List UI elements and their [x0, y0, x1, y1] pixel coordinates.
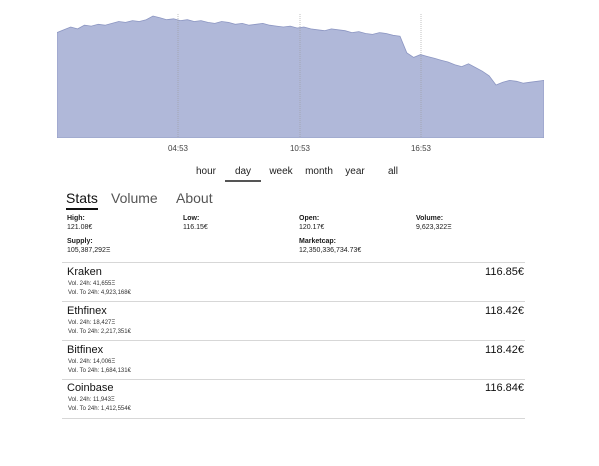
selected-timeframe-indicator	[225, 180, 261, 182]
stat-value: 9,623,322Ξ	[416, 224, 452, 231]
exchange-vol-24h: Vol. 24h: 14,006Ξ	[68, 359, 116, 365]
stat-value: 121.08€	[67, 224, 93, 231]
exchange-price: 116.84€	[485, 382, 524, 394]
timeframe-month[interactable]: month	[305, 166, 333, 177]
stat-label: Volume:	[416, 215, 444, 222]
stat-label: Low:	[183, 215, 200, 222]
stat-marketcap: Marketcap: 12,350,336,734.73€	[299, 237, 361, 255]
stat-high: High: 121.08€	[67, 214, 92, 232]
stat-value: 105,387,292Ξ	[67, 247, 111, 254]
divider	[62, 418, 525, 419]
stat-value: 116.15€	[183, 224, 208, 231]
divider	[62, 379, 525, 380]
exchange-name: Bitfinex	[67, 344, 104, 356]
divider	[62, 340, 525, 341]
stat-supply: Supply: 105,387,292Ξ	[67, 237, 110, 255]
stat-label: High:	[67, 215, 85, 222]
exchange-name: Kraken	[67, 266, 102, 278]
exchange-vol-to-24h: Vol. To 24h: 1,684,131€	[68, 368, 131, 374]
timeframe-day[interactable]: day	[234, 166, 252, 177]
exchange-vol-to-24h: Vol. To 24h: 1,412,554€	[68, 406, 131, 412]
stat-open: Open: 120.17€	[299, 214, 324, 232]
active-tab-indicator	[66, 208, 98, 210]
exchange-price: 116.85€	[485, 266, 524, 278]
stat-low: Low: 116.15€	[183, 214, 208, 232]
tab-stats[interactable]: Stats	[66, 190, 98, 206]
stat-value: 12,350,336,734.73€	[299, 247, 362, 254]
stat-volume: Volume: 9,623,322Ξ	[416, 214, 452, 232]
stat-label: Marketcap:	[299, 238, 336, 245]
divider	[62, 262, 525, 263]
x-tick-label: 04:53	[167, 144, 189, 153]
tab-about[interactable]: About	[176, 190, 213, 206]
exchange-price: 118.42€	[485, 305, 524, 317]
exchange-name: Coinbase	[67, 382, 114, 394]
price-area-chart	[57, 14, 544, 138]
divider	[62, 301, 525, 302]
stat-label: Supply:	[67, 238, 93, 245]
timeframe-selector: hour day week month year all	[189, 166, 419, 182]
exchange-vol-24h: Vol. 24h: 11,943Ξ	[68, 397, 115, 403]
exchange-vol-24h: Vol. 24h: 18,427Ξ	[68, 320, 116, 326]
exchange-vol-to-24h: Vol. To 24h: 2,217,351€	[68, 329, 131, 335]
tab-volume[interactable]: Volume	[111, 190, 158, 206]
price-area	[57, 15, 544, 138]
timeframe-hour[interactable]: hour	[195, 166, 217, 177]
exchange-price: 118.42€	[485, 344, 524, 356]
exchange-name: Ethfinex	[67, 305, 107, 317]
exchange-vol-24h: Vol. 24h: 41,655Ξ	[68, 281, 116, 287]
exchange-vol-to-24h: Vol. To 24h: 4,923,168€	[68, 290, 131, 296]
timeframe-week[interactable]: week	[269, 166, 293, 177]
timeframe-year[interactable]: year	[345, 166, 365, 177]
x-tick-label: 16:53	[410, 144, 432, 153]
stat-label: Open:	[299, 215, 320, 222]
x-tick-label: 10:53	[289, 144, 311, 153]
stat-value: 120.17€	[299, 224, 325, 231]
timeframe-all[interactable]: all	[387, 166, 399, 177]
